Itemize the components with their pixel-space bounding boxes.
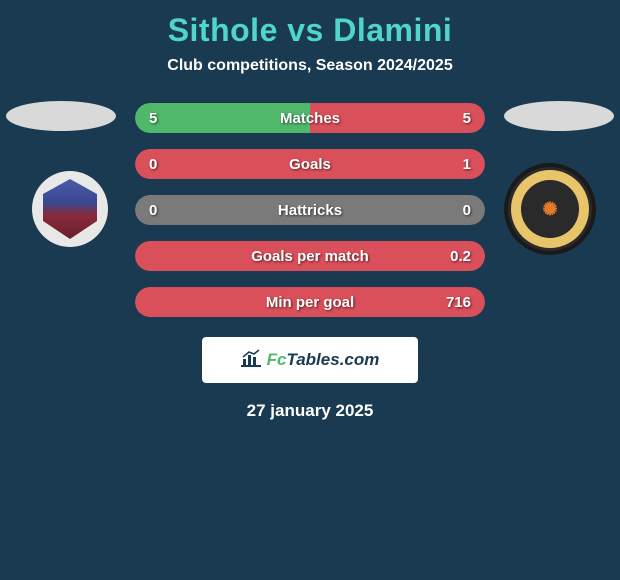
content-area: ✺ 55Matches 01Goals 00Hattricks 0.2Goals pe… [0,103,620,421]
stat-row: 01Goals [135,149,485,179]
shield-icon [40,179,100,239]
page-title: Sithole vs Dlamini [0,12,620,49]
date-label: 27 january 2025 [0,401,620,421]
player-photo-left [6,101,116,131]
club-badge-right: ✺ [504,163,596,255]
stat-label: Goals [135,156,485,173]
stat-row: 716Min per goal [135,287,485,317]
stat-row: 55Matches [135,103,485,133]
stat-label: Matches [135,110,485,127]
chart-icon [241,349,261,372]
comparison-card: Sithole vs Dlamini Club competitions, Se… [0,0,620,421]
stat-row: 00Hattricks [135,195,485,225]
stat-label: Hattricks [135,202,485,219]
brand-footer[interactable]: FcTables.com [202,337,418,383]
brand-text: FcTables.com [267,350,380,370]
badge-ring: ✺ [511,170,589,248]
brand-rest: Tables.com [286,350,379,369]
subtitle: Club competitions, Season 2024/2025 [0,57,620,75]
stat-row: 0.2Goals per match [135,241,485,271]
stats-list: 55Matches 01Goals 00Hattricks 0.2Goals per … [135,103,485,317]
stat-label: Goals per match [135,248,485,265]
badge-center-icon: ✺ [521,180,579,238]
player-photo-right [504,101,614,131]
club-badge-left [24,163,116,255]
brand-fc: Fc [267,350,287,369]
stat-label: Min per goal [135,294,485,311]
